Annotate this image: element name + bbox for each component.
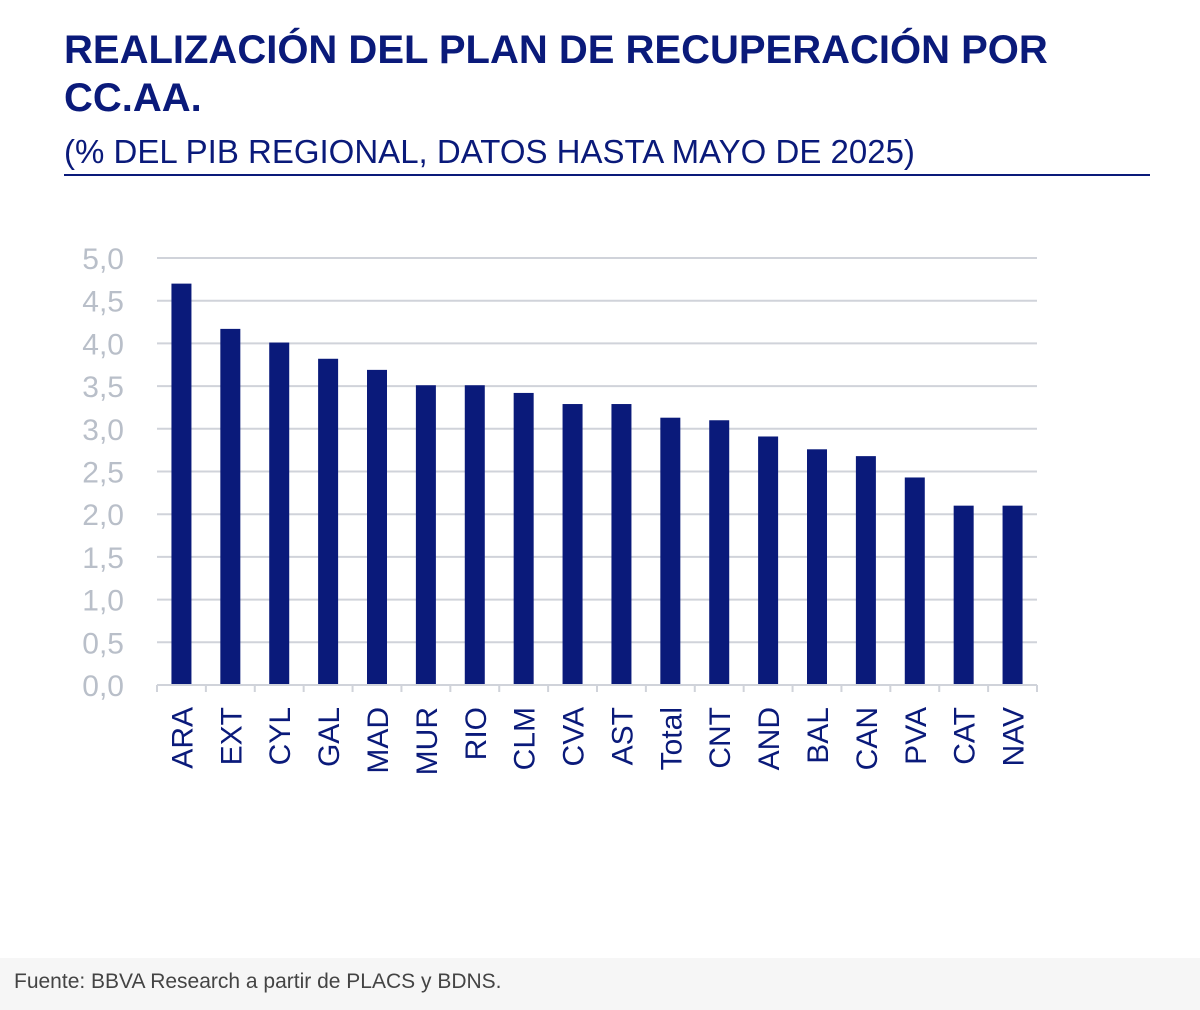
x-category-label: RIO	[460, 707, 493, 760]
x-category-label: ARA	[166, 707, 199, 769]
x-category-label: EXT	[215, 707, 248, 765]
bar-ext	[220, 328, 241, 685]
bar-clm	[513, 392, 534, 685]
y-tick-label: 2,0	[82, 499, 124, 532]
bar-mad	[367, 369, 387, 685]
x-category-label: GAL	[313, 707, 346, 767]
chart-subtitle: (% DEL PIB REGIONAL, DATOS HASTA MAYO DE…	[64, 133, 915, 170]
y-tick-label: 3,0	[82, 414, 124, 447]
y-tick-label: 4,5	[82, 286, 124, 319]
y-axis-tick-labels: 0,0 0,5 1,0 1,5 2,0 2,5 3,0 3,5 4,0 4,5 5,0	[82, 243, 124, 703]
bar-cat	[953, 505, 974, 685]
bar-ast	[611, 404, 632, 685]
y-tick-label: 1,5	[82, 542, 124, 575]
bar-chart: 0,0 0,5 1,0 1,5 2,0 2,5 3,0 3,5 4,0 4,5 5,0 ARA EXT…	[82, 243, 1038, 775]
x-category-label: CNT	[704, 707, 737, 769]
bar-bal	[807, 449, 827, 685]
bars	[171, 283, 1023, 685]
bar-gal	[318, 358, 339, 685]
source-footer: Fuente: BBVA Research a partir de PLACS …	[0, 958, 1200, 1010]
y-tick-label: 5,0	[82, 243, 124, 276]
bar-total	[660, 417, 681, 685]
y-tick-label: 4,0	[82, 328, 124, 361]
x-axis-category-labels: ARA EXT CYL GAL MAD MUR RIO CLM CVA AST Total CNT AN…	[166, 707, 1030, 775]
x-category-label: NAV	[998, 707, 1031, 766]
bar-can	[855, 456, 876, 685]
y-tick-label: 2,5	[82, 457, 124, 490]
x-axis	[156, 684, 1038, 692]
source-note: Fuente: BBVA Research a partir de PLACS …	[14, 970, 502, 993]
grid-lines	[157, 257, 1037, 644]
x-category-label: MAD	[362, 707, 395, 774]
bar-rio	[464, 385, 485, 685]
bar-and	[758, 436, 779, 685]
bar-mur	[415, 385, 436, 685]
bar-pva	[904, 477, 925, 685]
y-tick-label: 3,5	[82, 371, 124, 404]
x-category-label: CAT	[949, 707, 982, 765]
chart-title: REALIZACIÓN DEL PLAN DE RECUPERACIÓN POR…	[64, 28, 1048, 120]
x-category-label: AND	[753, 707, 786, 770]
x-category-label: MUR	[411, 707, 444, 775]
y-tick-label: 0,5	[82, 627, 124, 660]
bar-ara	[171, 283, 192, 685]
x-category-label: AST	[606, 707, 639, 765]
x-category-label: CVA	[558, 707, 591, 766]
title-underline	[64, 174, 1150, 176]
y-tick-label: 1,0	[82, 585, 124, 618]
x-category-label: BAL	[802, 707, 835, 764]
x-category-label: CYL	[264, 707, 297, 765]
x-category-label: Total	[655, 707, 688, 770]
y-tick-label: 0,0	[82, 670, 124, 703]
x-category-label: PVA	[900, 707, 933, 765]
bar-cnt	[709, 420, 730, 685]
x-category-label: CLM	[509, 707, 542, 770]
x-category-label: CAN	[851, 707, 884, 770]
bar-cyl	[269, 342, 290, 685]
bar-nav	[1002, 505, 1023, 685]
bar-cva	[562, 404, 583, 685]
